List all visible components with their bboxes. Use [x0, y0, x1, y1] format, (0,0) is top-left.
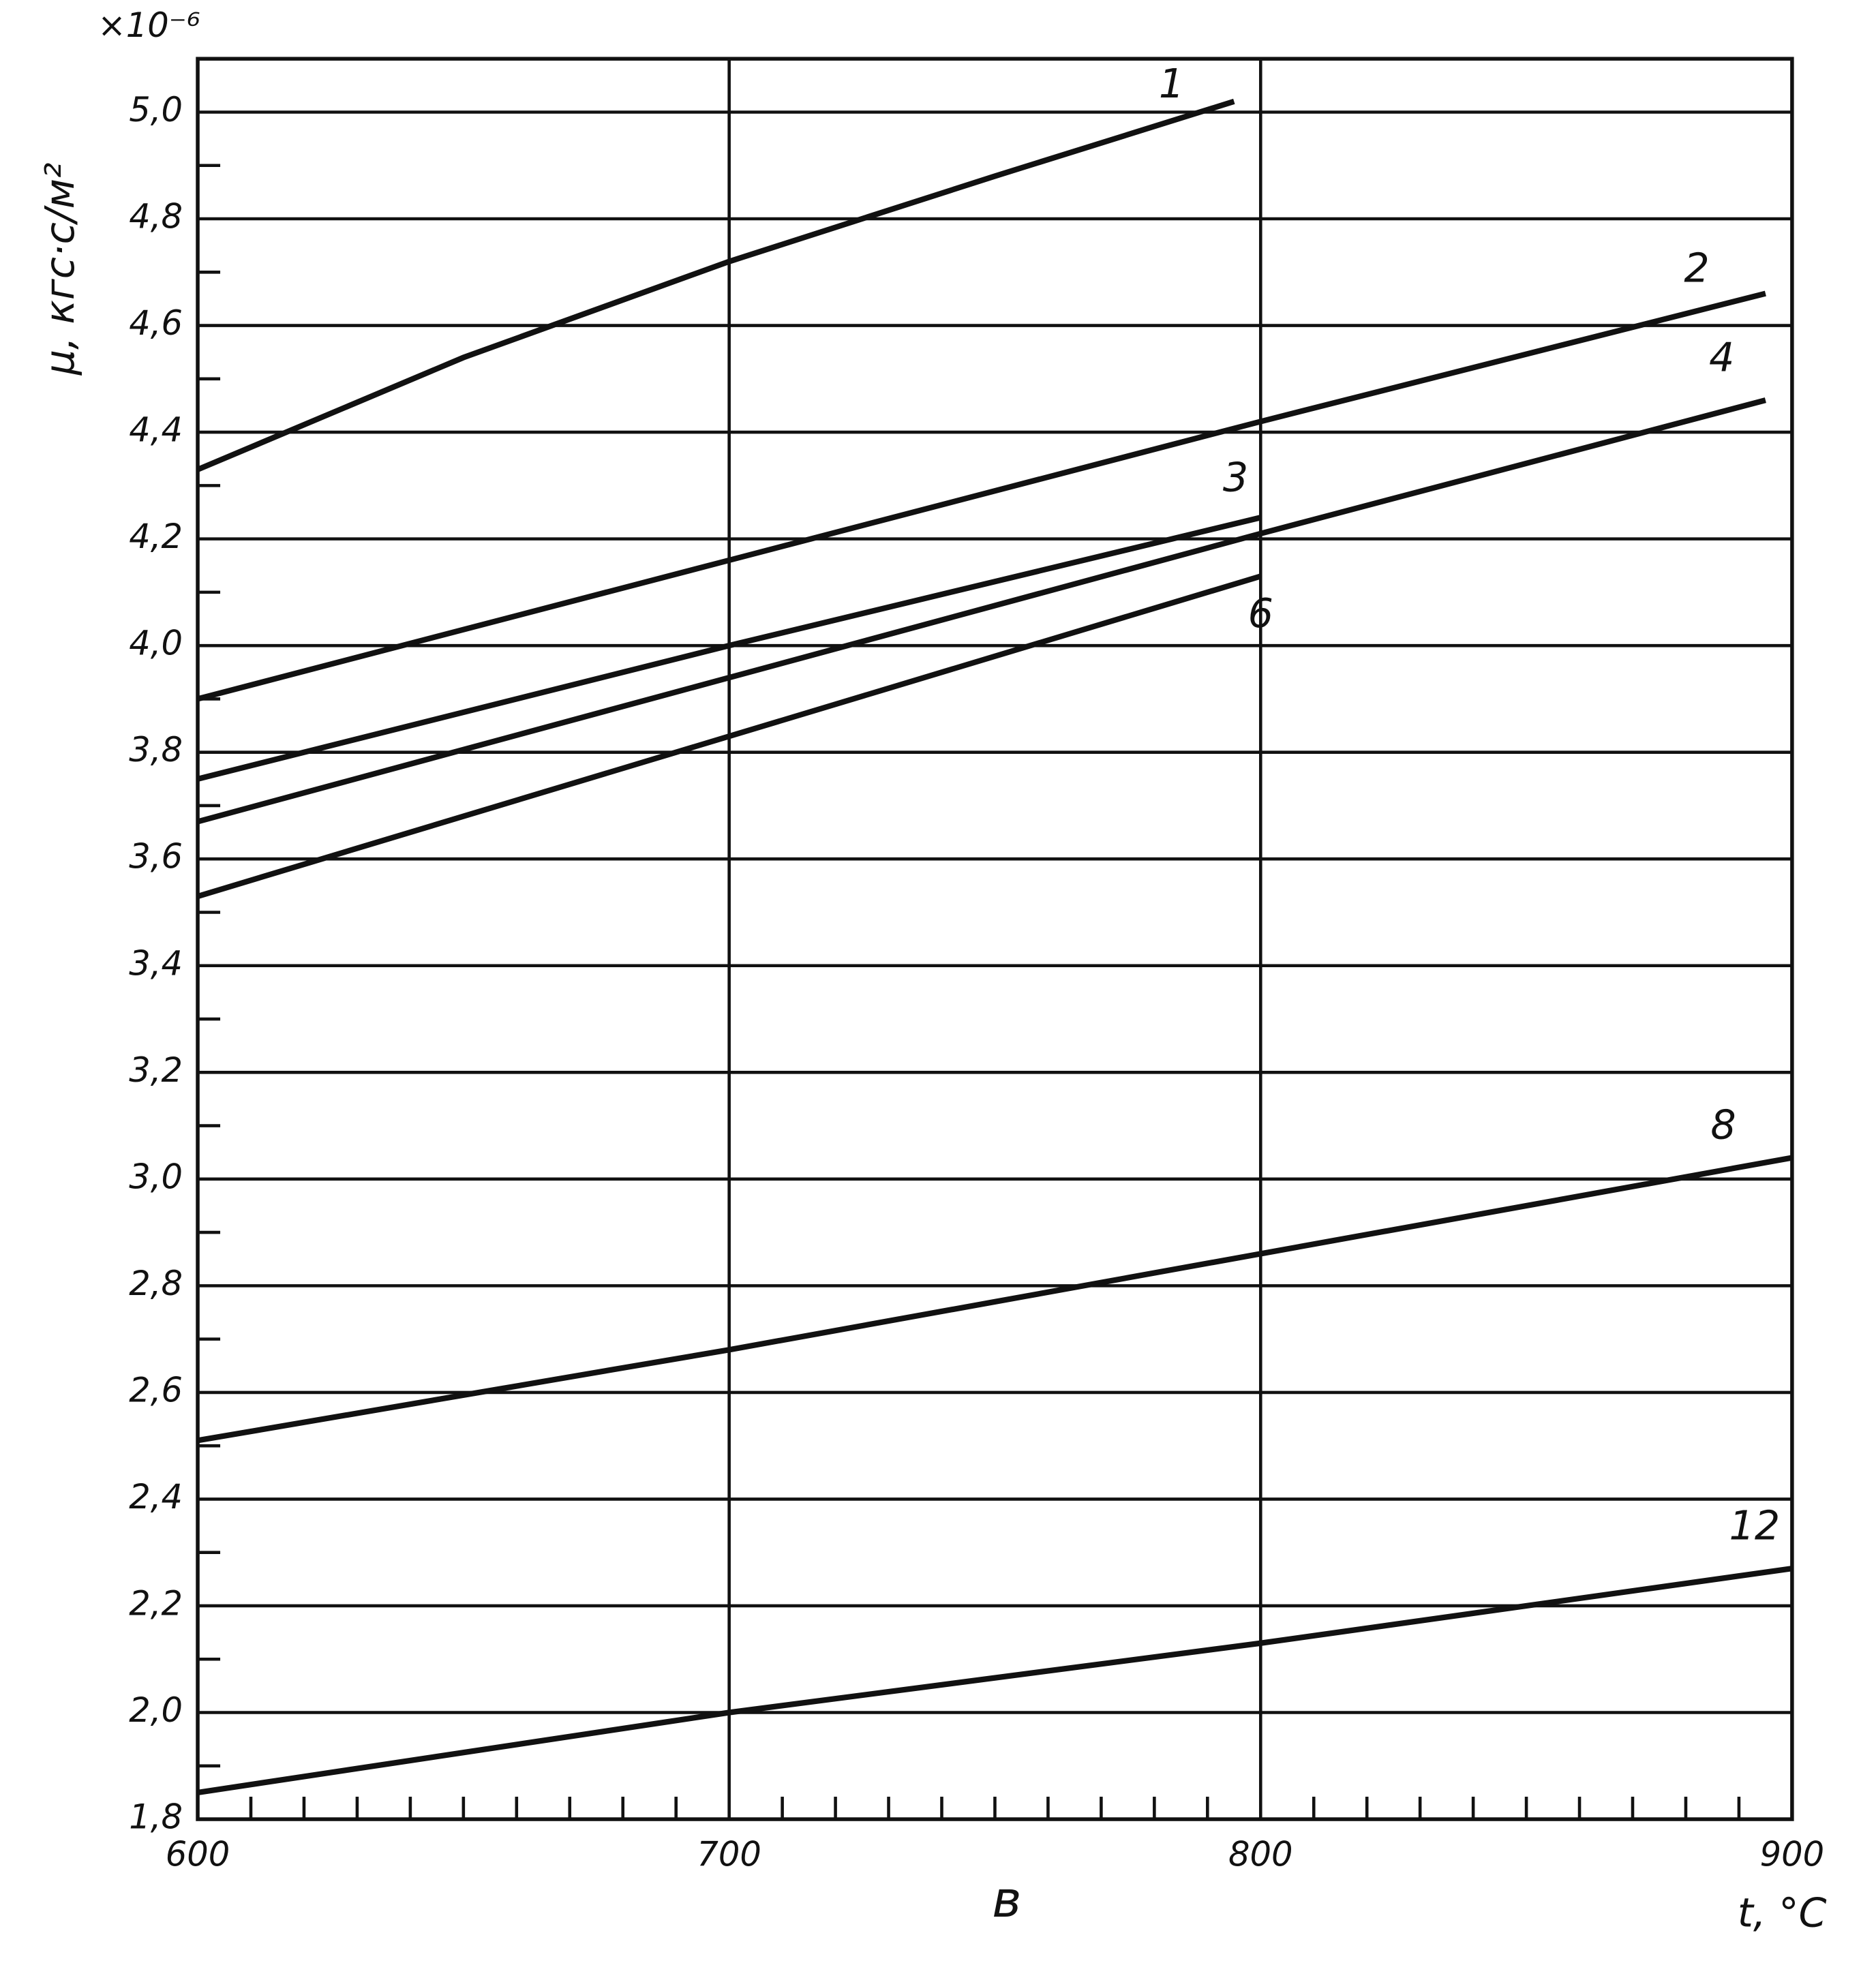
y-tick-label: 4,6 — [129, 303, 183, 343]
x-tick-label: 900 — [1760, 1835, 1825, 1874]
y-tick-label: 4,0 — [129, 624, 183, 663]
series-label: 2 — [1684, 245, 1709, 292]
y-tick-label: 3,2 — [129, 1050, 183, 1090]
series-label: 12 — [1729, 1503, 1781, 1549]
y-tick-label: 1,8 — [129, 1797, 183, 1837]
y-tick-label: 4,8 — [129, 197, 183, 237]
series-line — [196, 573, 1262, 899]
y-tick-label: 2,2 — [129, 1583, 183, 1623]
series-label: 4 — [1709, 335, 1734, 381]
y-tick-label: 2,8 — [129, 1264, 183, 1303]
y-tick-label: 3,0 — [129, 1157, 183, 1196]
y-tick-label: 3,8 — [129, 730, 183, 770]
y-tick-label: 2,6 — [129, 1370, 183, 1410]
y-tick-label: 2,0 — [129, 1690, 183, 1730]
y-tick-label: 5,0 — [129, 90, 183, 130]
plot-frame — [196, 57, 1794, 1821]
series-line — [197, 1155, 1793, 1444]
series-label: 1 — [1159, 61, 1184, 107]
y-tick-label: 4,4 — [129, 410, 183, 450]
series-line — [197, 515, 1262, 782]
x-tick-label: 600 — [166, 1835, 230, 1874]
y-tick-label: 4,2 — [129, 517, 183, 556]
series-line — [197, 1566, 1793, 1795]
series-line — [196, 397, 1766, 825]
series-line — [196, 98, 1235, 472]
y-multiplier: ×10⁻⁶ — [97, 5, 200, 45]
y-axis-label: μ, кгс·с/м² — [37, 163, 83, 376]
series-label: 6 — [1248, 590, 1273, 637]
series-line — [196, 290, 1766, 702]
x-tick-label: 800 — [1228, 1835, 1293, 1874]
x-axis-label: t, °C — [1738, 1889, 1827, 1936]
series-label: 8 — [1710, 1102, 1736, 1148]
series-label: 3 — [1223, 454, 1248, 500]
y-tick-label: 3,6 — [129, 837, 183, 877]
y-tick-label: 2,4 — [129, 1477, 183, 1517]
x-tick-label: 700 — [697, 1835, 761, 1874]
panel-label: в — [992, 1871, 1021, 1929]
y-tick-label: 3,4 — [129, 943, 183, 983]
